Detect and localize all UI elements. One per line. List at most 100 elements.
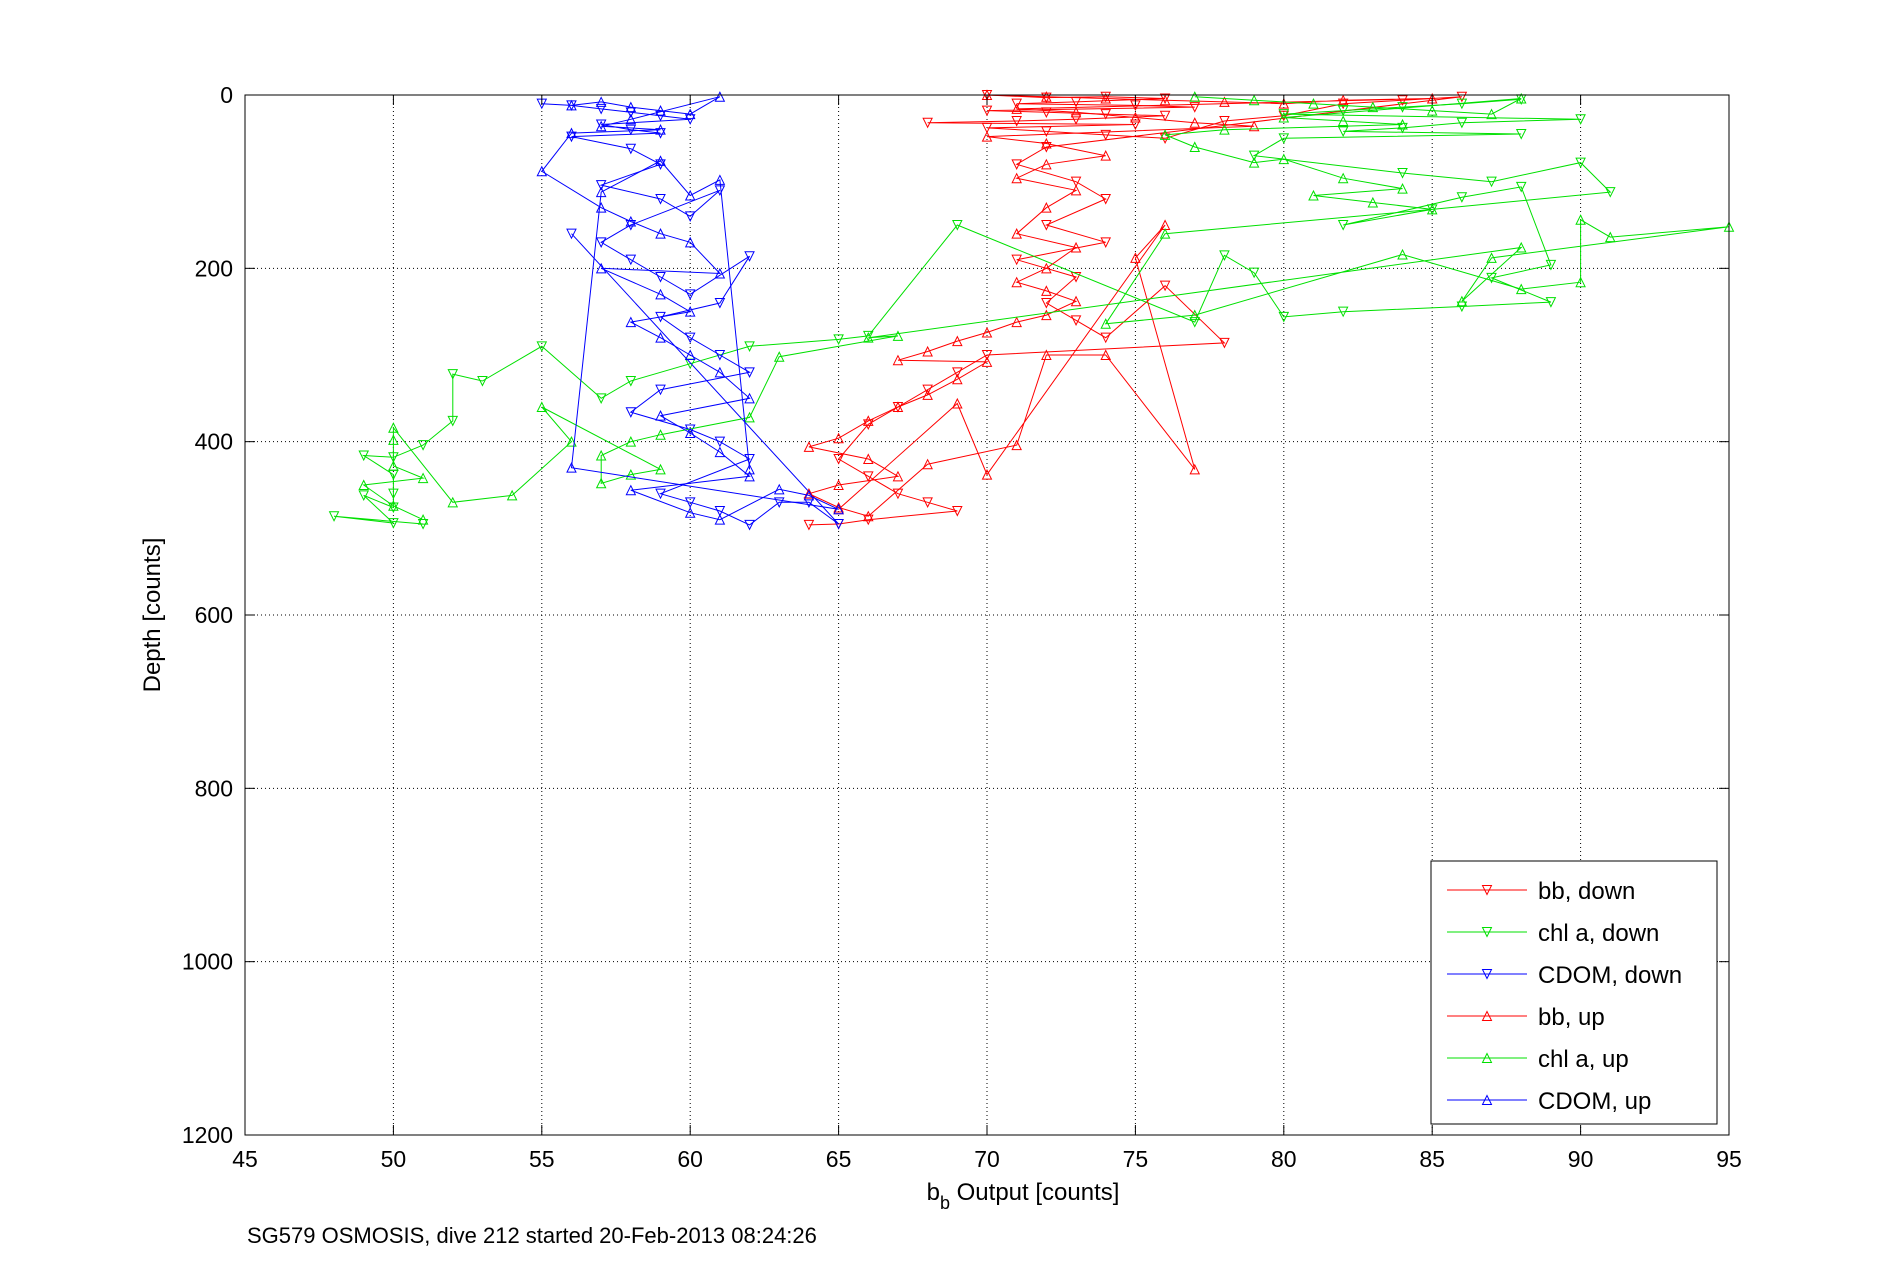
x-axis-title: bb Output [counts] [927, 1179, 1120, 1213]
x-tick-label: 55 [529, 1146, 555, 1172]
data-point [714, 514, 726, 525]
series-chl-a-down [328, 94, 1616, 530]
data-point [655, 124, 666, 135]
data-point [1011, 316, 1022, 328]
data-point [1219, 124, 1230, 135]
data-point [1367, 196, 1379, 208]
data-point [566, 436, 577, 447]
data-point [1426, 104, 1438, 116]
data-point [566, 127, 577, 139]
data-point [447, 369, 459, 380]
data-point [684, 114, 696, 125]
data-point [684, 211, 696, 222]
data-point [1130, 252, 1141, 263]
data-point [1159, 93, 1171, 105]
data-point [714, 506, 726, 517]
data-point [1041, 202, 1052, 213]
data-point [1456, 301, 1468, 313]
data-point [1189, 141, 1201, 152]
data-point [1070, 295, 1082, 307]
data-point [625, 254, 637, 266]
series-chl-a-up [358, 91, 1735, 525]
x-tick-label: 50 [381, 1146, 407, 1172]
data-point [625, 107, 637, 118]
legend-item: chl a, up [1447, 1046, 1629, 1073]
legend-marker [1481, 885, 1493, 896]
data-point [417, 514, 429, 525]
data-point [358, 450, 370, 462]
data-point [922, 345, 933, 357]
data-point [1130, 119, 1141, 131]
data-point [1011, 159, 1022, 170]
data-point [1219, 96, 1230, 107]
data-point [952, 373, 963, 385]
data-point [714, 298, 726, 309]
data-point [684, 497, 696, 508]
series-line [333, 98, 1612, 525]
data-point [1397, 95, 1408, 106]
data-point [862, 415, 874, 426]
data-point [328, 511, 340, 522]
legend-item: CDOM, up [1447, 1088, 1651, 1115]
data-point [744, 341, 755, 352]
legend-box [1430, 860, 1718, 1125]
data-point [1130, 111, 1141, 123]
data-point [655, 272, 666, 283]
legend-marker [1481, 1052, 1493, 1063]
data-point [1041, 142, 1052, 153]
data-point [506, 489, 518, 501]
data-point [388, 500, 399, 511]
data-point [1337, 172, 1349, 184]
x-tick-label: 95 [1716, 1146, 1742, 1172]
data-point [655, 228, 666, 239]
data-point [1397, 102, 1408, 113]
data-series [328, 89, 1735, 531]
data-point [952, 397, 963, 409]
data-point [833, 501, 844, 513]
data-point [655, 488, 666, 500]
data-point [1248, 150, 1260, 162]
data-point [1397, 168, 1408, 179]
data-point [1011, 276, 1022, 288]
data-point [595, 96, 607, 107]
data-point [1189, 309, 1201, 321]
data-point [1575, 214, 1586, 225]
data-point [655, 463, 666, 475]
data-point [566, 228, 577, 240]
data-point [744, 367, 755, 378]
data-point [1278, 153, 1290, 165]
data-point [714, 350, 726, 361]
data-point [595, 393, 607, 404]
data-point [862, 332, 874, 343]
data-point [655, 332, 666, 343]
data-point [1011, 228, 1022, 239]
data-point [1189, 117, 1201, 128]
data-point [952, 367, 963, 378]
data-point [1575, 114, 1586, 125]
data-point [1337, 98, 1349, 110]
data-point [1189, 463, 1201, 475]
legend-label: bb, up [1538, 1004, 1605, 1031]
data-point [1070, 315, 1082, 326]
data-point [981, 326, 993, 338]
legend-label: chl a, up [1538, 1046, 1629, 1073]
series-cdom-up [536, 91, 844, 525]
data-point [981, 356, 993, 367]
data-point [1515, 283, 1527, 295]
series-cdom-down [536, 98, 844, 531]
series-line [362, 96, 1730, 521]
data-point [388, 488, 399, 500]
data-point [1337, 115, 1349, 126]
data-point [744, 463, 755, 475]
data-point [892, 330, 904, 341]
data-point [803, 441, 815, 452]
data-point [1159, 280, 1171, 292]
y-tick-label: 400 [195, 429, 233, 455]
data-point [595, 202, 607, 213]
x-tick-label: 65 [826, 1146, 852, 1172]
data-point [655, 410, 666, 421]
data-point [1100, 318, 1112, 329]
data-point [684, 507, 696, 518]
legend-label: CDOM, up [1538, 1088, 1651, 1115]
data-point [714, 267, 726, 279]
